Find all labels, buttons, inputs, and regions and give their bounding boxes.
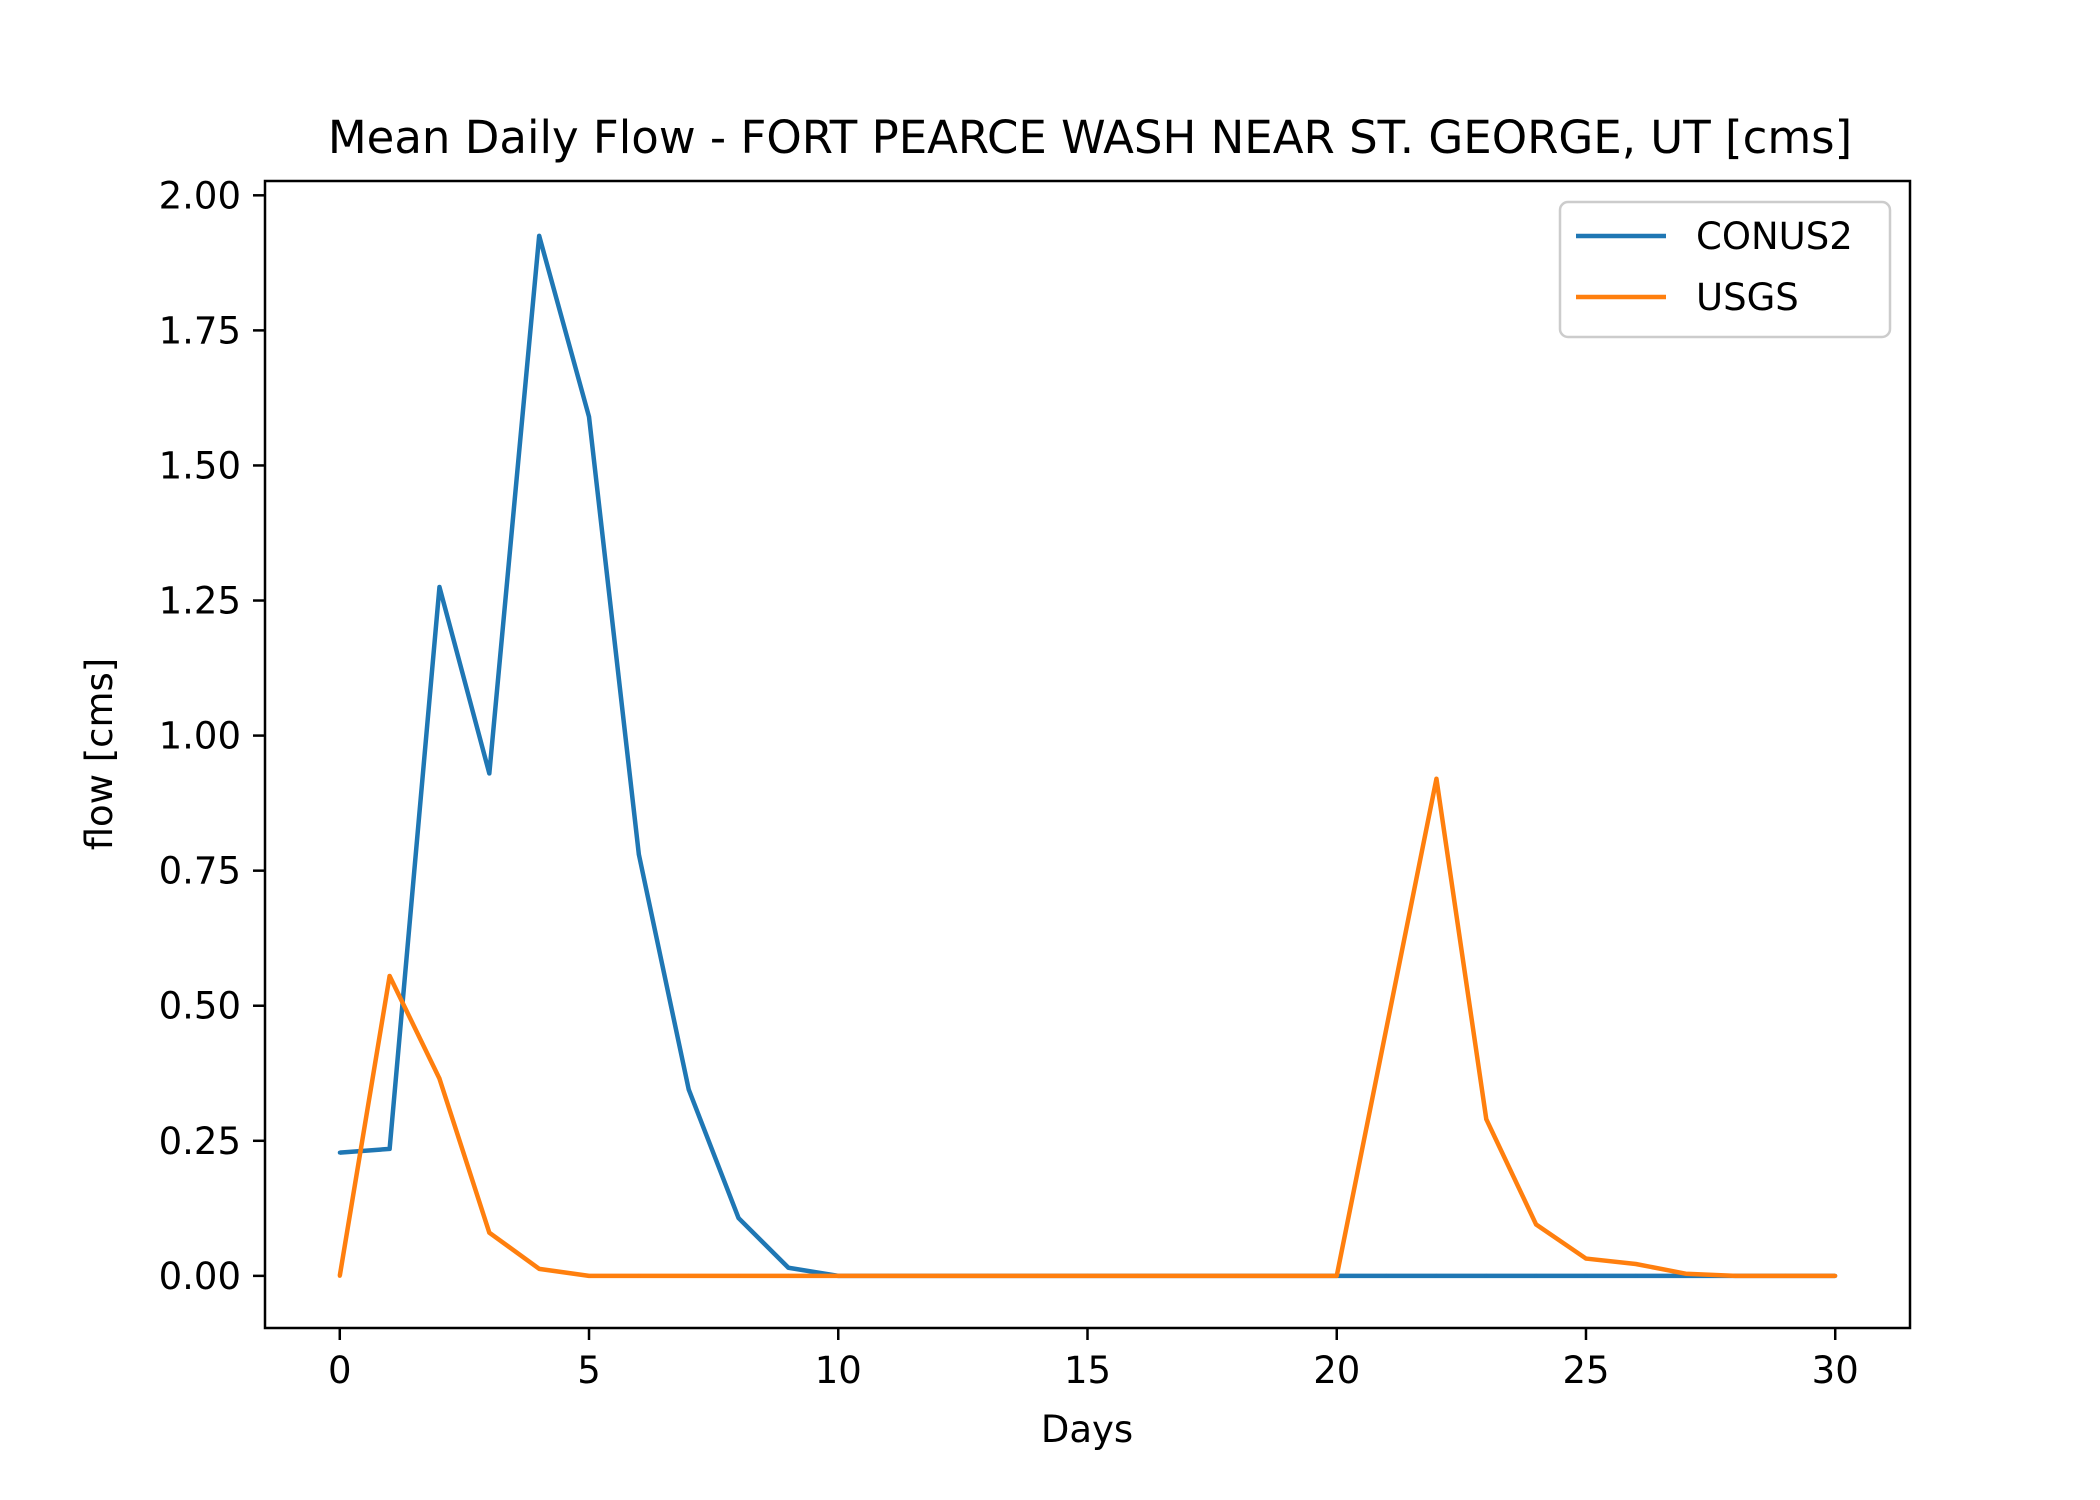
data-point-usgs [1284,1273,1289,1278]
data-point-usgs [1334,1273,1339,1278]
data-point-conus2 [1534,1273,1539,1278]
data-point-usgs [537,1266,542,1271]
series-layer [337,233,1838,1279]
legend-label-usgs: USGS [1696,276,1799,319]
data-point-conus2 [437,585,442,590]
x-tick-label: 5 [577,1349,601,1392]
y-tick-label: 1.00 [159,715,241,758]
y-tick-label: 0.00 [159,1255,241,1298]
data-point-usgs [786,1273,791,1278]
data-point-conus2 [636,852,641,857]
data-point-usgs [587,1273,592,1278]
chart-title: Mean Daily Flow - FORT PEARCE WASH NEAR … [328,111,1852,164]
data-point-usgs [487,1230,492,1235]
data-point-usgs [935,1273,940,1278]
data-point-conus2 [1633,1273,1638,1278]
data-point-conus2 [1583,1273,1588,1278]
data-point-usgs [1185,1273,1190,1278]
y-tick-label: 0.75 [159,850,241,893]
data-point-conus2 [686,1087,691,1092]
y-axis-label: flow [cms] [78,658,121,851]
data-point-usgs [1833,1273,1838,1278]
data-point-usgs [1733,1273,1738,1278]
data-point-usgs [337,1273,342,1278]
data-point-conus2 [537,233,542,238]
data-point-conus2 [736,1216,741,1221]
data-point-usgs [387,974,392,979]
x-tick-label: 20 [1313,1349,1360,1392]
data-point-usgs [886,1273,891,1278]
data-point-usgs [1135,1273,1140,1278]
y-tick-label: 1.50 [159,444,241,487]
data-point-conus2 [337,1150,342,1155]
x-tick-label: 15 [1064,1349,1111,1392]
data-point-usgs [1683,1271,1688,1276]
data-point-usgs [686,1273,691,1278]
x-axis-label: Days [1041,1408,1133,1451]
x-tick-label: 0 [328,1349,352,1392]
plot-area [265,181,1910,1328]
data-point-conus2 [1484,1273,1489,1278]
y-tick-label: 1.75 [159,309,241,352]
y-tick-label: 0.25 [159,1120,241,1163]
data-point-usgs [1484,1117,1489,1122]
data-point-usgs [836,1273,841,1278]
data-point-usgs [1085,1273,1090,1278]
data-point-usgs [1783,1273,1788,1278]
legend-label-conus2: CONUS2 [1696,215,1853,258]
data-point-usgs [1534,1222,1539,1227]
x-axis: 0 5 10 15 20 25 30 [328,1328,1859,1392]
data-point-usgs [1583,1256,1588,1261]
data-point-conus2 [587,414,592,419]
x-tick-label: 30 [1812,1349,1859,1392]
data-point-usgs [636,1273,641,1278]
data-point-usgs [1035,1273,1040,1278]
data-point-usgs [985,1273,990,1278]
x-tick-label: 10 [815,1349,862,1392]
data-point-conus2 [786,1265,791,1270]
data-point-usgs [1633,1261,1638,1266]
data-point-conus2 [487,771,492,776]
data-point-usgs [1434,776,1439,781]
data-point-usgs [1384,1025,1389,1030]
x-tick-label: 25 [1562,1349,1609,1392]
y-tick-label: 1.25 [159,580,241,623]
data-point-usgs [1235,1273,1240,1278]
legend: CONUS2 USGS [1558,200,1892,339]
y-tick-label: 2.00 [159,174,241,217]
data-point-usgs [437,1076,442,1081]
data-point-usgs [736,1273,741,1278]
y-tick-label: 0.50 [159,985,241,1028]
data-point-conus2 [1434,1273,1439,1278]
y-axis: 0.00 0.25 0.50 0.75 1.00 1.25 1.50 1.75 2.00 [159,174,265,1298]
data-point-conus2 [1384,1273,1389,1278]
data-point-conus2 [387,1146,392,1151]
